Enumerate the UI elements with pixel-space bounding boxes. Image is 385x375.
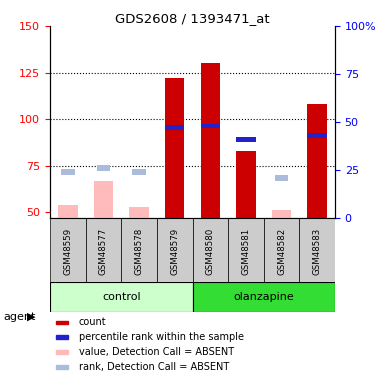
Bar (236, 151, 256, 218)
Title: GDS2608 / 1393471_at: GDS2608 / 1393471_at (115, 12, 270, 25)
Bar (157, 218, 192, 282)
Bar (56, 336, 68, 339)
Text: GSM48582: GSM48582 (277, 228, 286, 275)
Text: GSM48581: GSM48581 (241, 228, 250, 275)
Text: GSM48579: GSM48579 (170, 228, 179, 274)
Bar (50, 282, 192, 312)
Bar (85, 218, 121, 282)
Text: GSM48578: GSM48578 (135, 228, 144, 275)
Bar (50, 218, 85, 282)
Text: percentile rank within the sample: percentile rank within the sample (79, 332, 244, 342)
Bar (97, 165, 110, 171)
Bar (56, 365, 68, 369)
Bar (307, 133, 327, 138)
Bar (61, 169, 75, 175)
Text: GSM48559: GSM48559 (64, 228, 72, 274)
Text: rank, Detection Call = ABSENT: rank, Detection Call = ABSENT (79, 362, 229, 372)
Bar (272, 210, 291, 218)
Bar (300, 218, 335, 282)
Text: GSM48580: GSM48580 (206, 228, 215, 275)
Bar (132, 169, 146, 175)
Bar (165, 78, 184, 218)
Bar (56, 321, 68, 324)
Bar (94, 181, 113, 218)
Text: count: count (79, 317, 106, 327)
Text: control: control (102, 292, 141, 302)
Text: GSM48583: GSM48583 (313, 228, 321, 275)
Text: olanzapine: olanzapine (233, 292, 294, 302)
Bar (129, 207, 149, 218)
Text: ▶: ▶ (27, 312, 35, 322)
Bar (165, 125, 184, 130)
Bar (228, 218, 264, 282)
Bar (307, 104, 327, 218)
Bar (121, 218, 157, 282)
Bar (264, 218, 300, 282)
Bar (275, 175, 288, 180)
Bar (236, 137, 256, 142)
Bar (201, 63, 220, 218)
Text: agent: agent (4, 312, 36, 322)
Bar (192, 282, 335, 312)
Bar (192, 218, 228, 282)
Text: GSM48577: GSM48577 (99, 228, 108, 275)
Bar (56, 350, 68, 354)
Bar (201, 123, 220, 128)
Bar (58, 205, 78, 218)
Text: value, Detection Call = ABSENT: value, Detection Call = ABSENT (79, 347, 234, 357)
